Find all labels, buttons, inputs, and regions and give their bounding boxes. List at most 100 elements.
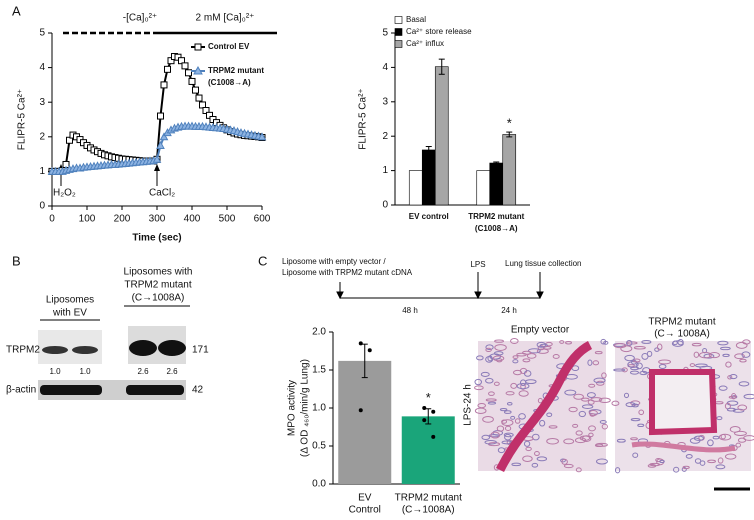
tissue-cell — [681, 467, 687, 472]
tissue-cell — [693, 351, 700, 358]
tissue-cell — [542, 346, 552, 350]
tissue-cell — [476, 355, 484, 361]
vessel — [495, 340, 593, 473]
point — [159, 132, 169, 141]
tissue-cell — [531, 462, 539, 468]
tissue-cell — [715, 464, 726, 470]
tissue-cell — [510, 338, 519, 344]
tissue-cell — [539, 419, 546, 427]
blot-row-label: TRPM2 — [6, 345, 40, 356]
tissue-cell — [485, 347, 492, 352]
tissue-cell — [641, 339, 652, 344]
y-axis-title: MPO activity — [287, 380, 298, 436]
arrowheads — [336, 291, 544, 300]
tissue-cell — [523, 440, 531, 447]
blot-size: 42 — [192, 385, 204, 396]
tissue-cell — [485, 398, 497, 402]
blot-band — [126, 385, 184, 395]
legend-marker — [194, 43, 202, 51]
tissue-cell — [496, 425, 505, 432]
timeline-interval: 48 h — [402, 306, 418, 315]
tissue-cell — [726, 407, 736, 412]
tissue-cell — [741, 351, 751, 358]
bar — [489, 162, 504, 206]
tissue-cell — [691, 342, 702, 347]
tissue-cell — [537, 345, 545, 351]
tissue-cell — [742, 339, 751, 345]
y-tick-label: 5 — [382, 28, 388, 39]
tissue-cell — [703, 353, 715, 359]
tissue-cell — [596, 458, 608, 465]
phase-label: 2 mM [Ca]₀²⁺ — [196, 13, 255, 24]
tissue-cell — [712, 435, 720, 440]
tissue-cell — [548, 425, 558, 429]
error-bar — [425, 146, 432, 154]
histology-images — [474, 338, 754, 474]
tissue-cell — [514, 418, 521, 424]
point — [195, 94, 203, 102]
tissue-cell — [552, 354, 560, 359]
y-tick-label: 3 — [382, 96, 388, 107]
tissue-cell — [685, 453, 693, 459]
label: (C1008→A) — [208, 78, 251, 87]
tissue-cell — [677, 339, 684, 346]
annotation: CaCl₂ — [149, 188, 175, 199]
tissue-cell — [639, 370, 648, 376]
tissue-cell — [717, 457, 724, 464]
tissue-cell — [493, 351, 504, 356]
histology-row-label: LPS-24 h — [463, 384, 474, 426]
tissue-cell — [494, 339, 505, 343]
y-tick-label: 1 — [39, 166, 45, 177]
tissue-cell — [518, 413, 526, 420]
tissue-cell — [637, 423, 645, 428]
tissue-cell — [698, 351, 712, 359]
tissue-cell — [598, 397, 611, 403]
tissue-cell — [720, 346, 731, 351]
tissue-cell — [720, 433, 726, 440]
tissue-cell — [522, 455, 533, 463]
tissue-cell — [575, 467, 582, 473]
tissue-cell — [563, 463, 574, 469]
tissue-cell — [620, 345, 633, 353]
tissue-cell — [575, 430, 583, 436]
panel-letter: A — [12, 3, 21, 18]
tissue-cell — [488, 391, 495, 396]
tissue-cell — [499, 408, 508, 412]
tissue-cell — [511, 462, 522, 467]
tissue-cell — [718, 433, 732, 441]
tissue-cell — [739, 358, 747, 363]
blot-group-label: (C→1008A) — [132, 293, 185, 304]
error-bar — [493, 161, 500, 165]
label: TRPM2 mutant — [395, 493, 462, 504]
tissue-cell — [494, 344, 507, 351]
x-tick-label: 100 — [79, 214, 96, 225]
tissue-cell — [501, 419, 508, 424]
tissue-cell — [728, 395, 737, 399]
tissue-cell — [536, 341, 547, 348]
tissue-cell — [481, 434, 491, 441]
data-point — [422, 418, 427, 423]
tissue-cell — [625, 402, 636, 408]
vessel — [631, 441, 736, 453]
x-tick-label: 300 — [149, 214, 166, 225]
y-tick-label: 5 — [39, 28, 45, 39]
blot-ratio: 2.6 — [137, 367, 149, 376]
bar — [338, 360, 392, 484]
tissue-cell — [633, 346, 646, 350]
point — [164, 65, 171, 73]
panel-letter: B — [12, 253, 21, 268]
tissue-cell — [638, 409, 645, 416]
significance: * — [507, 116, 512, 131]
tissue-cell — [565, 341, 573, 345]
tissue-cell — [490, 431, 501, 439]
tissue-cell — [512, 359, 519, 364]
point — [181, 62, 189, 70]
panel-letter: C — [258, 253, 267, 268]
error-bar — [361, 343, 368, 379]
tissue-cell — [534, 451, 540, 457]
blot-band — [158, 340, 186, 356]
point — [257, 132, 267, 141]
legend-swatch — [394, 28, 403, 36]
histology-title: Empty vector — [511, 325, 570, 336]
annotation: H₂O₂ — [53, 188, 76, 199]
